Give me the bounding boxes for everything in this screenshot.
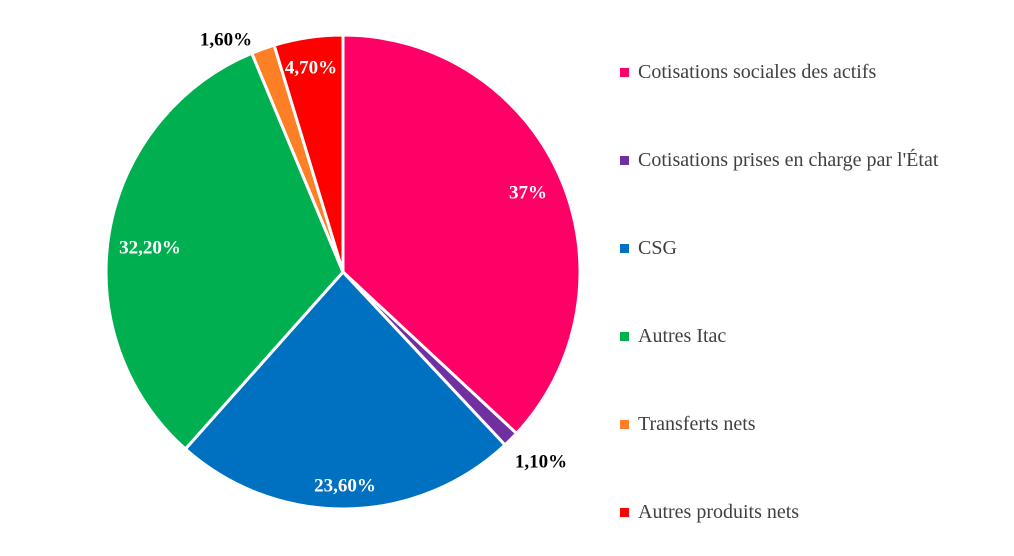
legend-swatch <box>620 67 629 77</box>
pie-data-label: 1,60% <box>200 29 252 50</box>
pie-data-label: 37% <box>509 182 547 203</box>
pie-slice <box>272 33 345 274</box>
pie-chart: 37% 1,10% 23,60% 32,20% 1,60% 4,70% <box>104 29 582 511</box>
legend-item: Transferts nets <box>620 380 938 468</box>
legend-swatch <box>620 155 629 165</box>
legend-label: Cotisations sociales des actifs <box>638 60 877 83</box>
legend-label: Cotisations prises en charge par l'État <box>638 148 939 171</box>
legend-label: CSG <box>638 236 677 259</box>
pie-data-label: 1,10% <box>515 451 567 472</box>
pie-slice <box>341 33 582 435</box>
legend-label: Transferts nets <box>638 412 756 435</box>
pie-slice <box>104 51 345 451</box>
legend-item: Cotisations prises en charge par l'État <box>620 116 938 204</box>
legend-swatch <box>620 507 629 517</box>
legend-swatch <box>620 243 629 253</box>
pie-data-labels: 37% 1,10% 23,60% 32,20% 1,60% 4,70% <box>119 29 567 496</box>
legend-item: Autres Itac <box>620 292 938 380</box>
pie-slices <box>104 33 582 511</box>
legend-item: Cotisations sociales des actifs <box>620 28 938 116</box>
legend-swatch <box>620 331 629 341</box>
pie-data-label: 4,70% <box>285 57 337 78</box>
pie-data-label: 32,20% <box>119 237 181 258</box>
pie-slice <box>183 270 507 511</box>
legend-item: CSG <box>620 204 938 292</box>
legend-item: Autres produits nets <box>620 468 938 556</box>
legend-swatch <box>620 419 629 429</box>
pie-data-label: 23,60% <box>314 475 376 496</box>
chart-legend: Cotisations sociales des actifs Cotisati… <box>620 28 938 556</box>
legend-label: Autres Itac <box>638 324 727 347</box>
legend-label: Autres produits nets <box>638 500 800 523</box>
